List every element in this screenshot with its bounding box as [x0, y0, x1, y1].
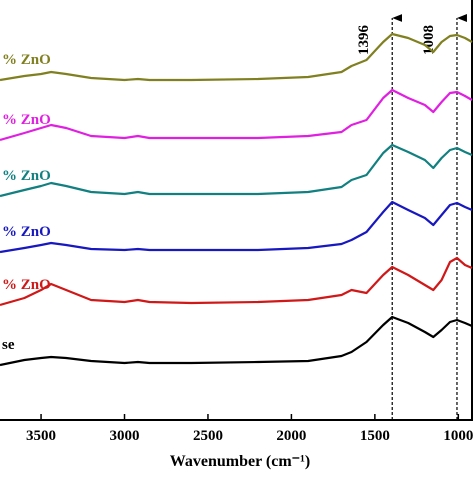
legend-label: % ZnO	[2, 277, 51, 293]
legend-label: % ZnO	[2, 224, 51, 240]
plot-frame	[0, 0, 473, 421]
series-line	[0, 143, 473, 198]
series-line	[0, 32, 473, 82]
x-tick-label: 3000	[110, 428, 140, 444]
legend-label: % ZnO	[2, 112, 51, 128]
series-line	[0, 315, 473, 367]
annotation-label: 1396	[356, 25, 372, 56]
x-tick-label: 2500	[193, 428, 223, 444]
x-tick-label: 1000	[443, 428, 473, 444]
series-line	[0, 200, 473, 254]
series-line	[0, 88, 473, 142]
x-axis-label: Wavenumber (cm⁻¹)	[170, 453, 310, 470]
x-tick-label: 3500	[26, 428, 56, 444]
legend-label: se	[2, 337, 15, 353]
x-tick-label: 1500	[360, 428, 390, 444]
series-line	[0, 256, 473, 307]
legend-label: % ZnO	[2, 52, 51, 68]
annotation-label: 1008	[421, 25, 437, 55]
legend-label: % ZnO	[2, 168, 51, 184]
x-tick-label: 2000	[276, 428, 306, 444]
